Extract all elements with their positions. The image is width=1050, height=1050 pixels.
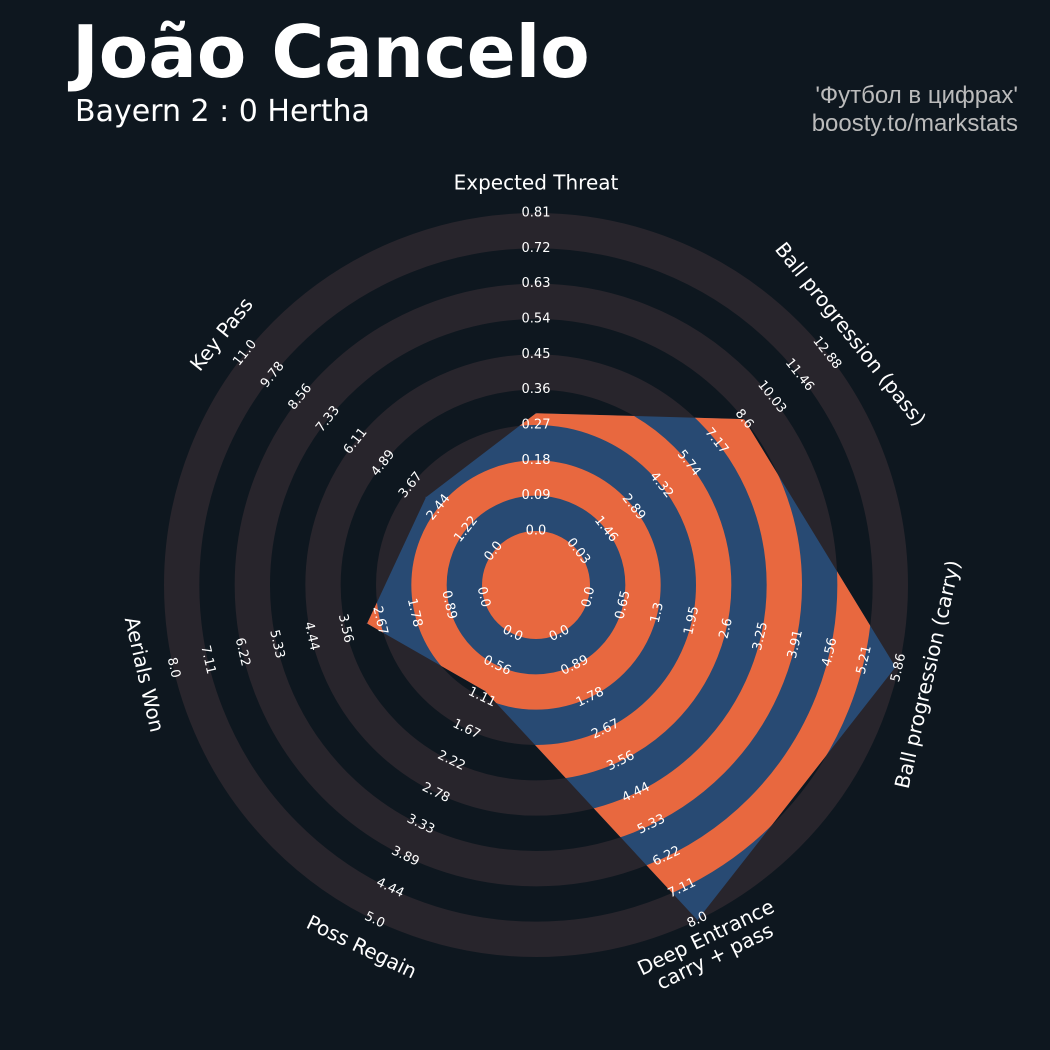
tick-label: 3.25: [750, 620, 771, 652]
tick-label: 4.56: [819, 636, 840, 668]
vertex: [894, 666, 896, 668]
title: João Cancelo: [72, 10, 590, 94]
tick-label: 6.22: [232, 636, 253, 668]
vertex: [484, 690, 486, 692]
tick-label: 1.95: [681, 605, 702, 637]
highlight-ring: [411, 460, 661, 710]
vertex: [366, 623, 368, 625]
tick-label: 2.6: [717, 617, 736, 641]
vertex: [696, 919, 698, 921]
highlight-center: [482, 531, 590, 639]
tick-label: 5.33: [266, 628, 287, 660]
tick-label: 4.44: [301, 621, 322, 653]
tick-label: 0.0: [526, 524, 547, 539]
vertex: [425, 496, 427, 498]
tick-label: 1.3: [648, 601, 667, 625]
credit: boosty.to/markstats: [811, 110, 1018, 137]
tick-label: 0.72: [522, 241, 551, 256]
subtitle: Bayern 2 : 0 Hertha: [75, 94, 370, 129]
tick-label: 5.86: [888, 652, 909, 684]
tick-label: 0.45: [522, 347, 551, 362]
tick-label: 1.78: [404, 597, 425, 629]
tick-label: 0.0: [579, 585, 598, 609]
tick-label: 0.09: [522, 488, 551, 503]
vertex: [743, 418, 745, 420]
tick-label: 0.0: [474, 585, 493, 609]
parameter-label: Expected Threat: [453, 170, 619, 195]
tick-label: 3.91: [785, 628, 806, 660]
tick-label: 0.18: [522, 453, 551, 468]
tick-label: 0.63: [522, 276, 551, 291]
tick-label: 5.21: [854, 644, 875, 676]
tick-label: 0.27: [522, 418, 551, 433]
vertex: [535, 412, 537, 414]
tick-label: 7.11: [197, 644, 218, 676]
tick-label: 3.56: [335, 613, 356, 645]
tick-label: 0.65: [613, 589, 634, 621]
credit: 'Футбол в цифрах': [815, 82, 1018, 109]
tick-label: 2.67: [369, 605, 390, 637]
tick-label: 0.81: [522, 206, 551, 221]
tick-label: 8.0: [164, 656, 183, 680]
tick-label: 0.89: [438, 589, 459, 621]
tick-label: 0.54: [522, 312, 551, 327]
ring: [164, 213, 908, 957]
tick-label: 0.36: [522, 382, 551, 397]
